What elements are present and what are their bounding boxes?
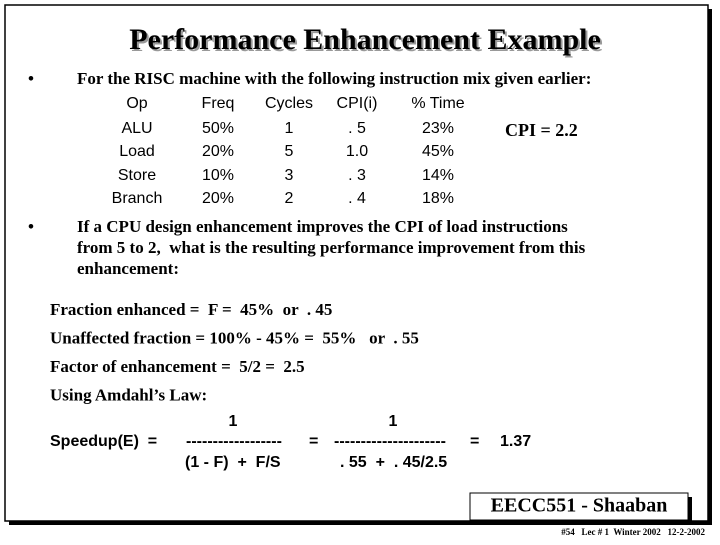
speedup-numerator: 1: [389, 413, 398, 430]
table-cell: 20%: [202, 190, 234, 207]
table-cell: 45%: [422, 143, 454, 160]
table-header: Cycles: [265, 95, 313, 112]
table-cell: 2: [285, 190, 294, 207]
table-cell: 3: [285, 167, 294, 184]
bullet-text: For the RISC machine with the following …: [77, 69, 591, 88]
speedup-dashes: ---------------------: [334, 433, 446, 450]
speedup-numerator: 1: [229, 413, 238, 430]
cpi-note: CPI = 2.2: [505, 120, 578, 140]
table-header: % Time: [411, 95, 464, 112]
speedup-denominator: . 55 + . 45/2.5: [340, 454, 447, 471]
title-shadow: Performance Enhancement Example: [131, 25, 603, 58]
speedup-label: Speedup(E) =: [50, 433, 157, 450]
speedup-equals: =: [309, 433, 318, 450]
table-cell: 5: [285, 143, 294, 160]
bullet-marker: •: [28, 69, 34, 88]
table-cell: 1: [285, 120, 294, 137]
text-line: Fraction enhanced = F = 45% or . 45: [50, 300, 332, 319]
table-cell: Store: [118, 167, 156, 184]
footer-course: EECC551 - Shaaban: [491, 495, 668, 517]
text-line: Unaffected fraction = 100% - 45% = 55% o…: [50, 328, 419, 347]
table-cell: 18%: [422, 190, 454, 207]
table-cell: 50%: [202, 120, 234, 137]
title: Performance Enhancement Example: [129, 23, 601, 56]
table-cell: 20%: [202, 143, 234, 160]
table-cell: ALU: [121, 120, 152, 137]
table-header: Op: [126, 95, 147, 112]
table-cell: 14%: [422, 167, 454, 184]
speedup-equals: =: [470, 433, 479, 450]
bullet-text: enhancement:: [77, 259, 179, 278]
bullet-text: If a CPU design enhancement improves the…: [77, 217, 568, 236]
text-line: Using Amdahl’s Law:: [50, 385, 207, 404]
frame: [4, 4, 709, 522]
content: • For the RISC machine with the following…: [28, 69, 591, 471]
table-cell: 23%: [422, 120, 454, 137]
table-cell: Load: [119, 143, 155, 160]
speedup-denominator: (1 - F) + F/S: [185, 454, 281, 471]
table-cell: . 4: [348, 190, 366, 207]
table-cell: Branch: [112, 190, 163, 207]
table-cell: 10%: [202, 167, 234, 184]
table-cell: . 3: [348, 167, 366, 184]
table-header: CPI(i): [337, 95, 378, 112]
speedup-dashes: ------------------: [186, 433, 282, 450]
table-cell: . 5: [348, 120, 366, 137]
bullet-marker: •: [28, 217, 34, 236]
table-cell: 1.0: [346, 143, 368, 160]
speedup-result: 1.37: [500, 433, 531, 450]
footer-info: #54 Lec # 1 Winter 2002 12-2-2002: [561, 527, 705, 537]
bullet-text: from 5 to 2, what is the resulting perfo…: [77, 238, 586, 257]
footer-box: [469, 492, 689, 521]
table-header: Freq: [202, 95, 235, 112]
text-line: Factor of enhancement = 5/2 = 2.5: [50, 357, 305, 376]
